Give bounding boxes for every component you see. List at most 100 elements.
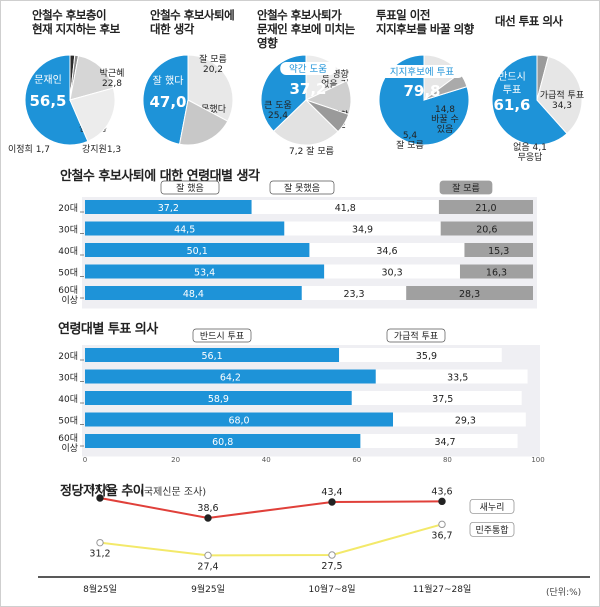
age-opinion-title: 안철수 후보사퇴에 대한 연령대별 생각 [60, 169, 260, 184]
x-category-label: 9월25일 [191, 583, 225, 595]
pie-big-value: 56,5 [29, 92, 66, 110]
pie-title-0: 안철수 후보층이 현재 지지하는 후보 [32, 8, 120, 36]
pie-slice-label: 잘 모름 20,2 [199, 53, 227, 75]
category-label: 30대 [58, 373, 78, 384]
legend-label: 잘 모름 [452, 182, 480, 194]
bar-value-label: 23,3 [343, 289, 364, 300]
series-point [328, 498, 336, 506]
legend-tag [439, 180, 493, 195]
bar-value-label: 64,2 [220, 373, 241, 384]
bar-segment [464, 243, 533, 257]
pie-slice [24, 54, 89, 146]
bar-value-label: 35,9 [416, 351, 437, 362]
pie-title-3: 투표일 이전 지지후보를 바꿀 의향 [376, 8, 474, 36]
bar-value-label: 34,6 [376, 246, 397, 257]
bar-segment [85, 434, 361, 448]
bar-segment [85, 348, 340, 362]
legend-label: 잘 못했음 [284, 182, 320, 194]
age-vote-title: 연령대별 투표 의사 [58, 322, 158, 337]
pie-title-2: 안철수 후보사퇴가 문재인 후보에 미치는 영향 [257, 8, 355, 50]
series-point [438, 520, 446, 529]
axis-tick-label: 100 [531, 456, 544, 464]
bar-value-label: 15,3 [488, 246, 509, 257]
point-value-label: 31,2 [89, 549, 110, 560]
bar-segment [438, 200, 533, 214]
bar-value-label: 30,3 [382, 268, 403, 279]
bar-value-label: 33,5 [447, 373, 468, 384]
unit-label: (단위:%) [546, 588, 582, 598]
party-trend-title: 정당지지율 추이 [60, 484, 145, 499]
legend-tag [192, 328, 252, 343]
point-value-label: 27,5 [321, 561, 342, 572]
bar-value-label: 34,7 [434, 437, 455, 448]
bar-value-label: 20,6 [476, 225, 497, 236]
bar-segment [375, 369, 528, 384]
pie-slice [178, 99, 229, 146]
series-point [96, 494, 104, 502]
axis-tick-label: 0 [83, 456, 87, 464]
legend-tag [269, 180, 335, 195]
bar-segment [284, 221, 441, 236]
series-name-label: 새누리 [480, 502, 505, 513]
pie-slice-label: 5,4 잘 모름 [396, 131, 424, 151]
bar-segment [85, 286, 302, 300]
point-value-label: 43,4 [321, 487, 342, 498]
series-name-box [469, 498, 515, 514]
series-line [99, 497, 443, 520]
point-value-label: 27,4 [197, 561, 218, 572]
series-name-box [469, 521, 515, 537]
pie-big-label: 잘 했다 [153, 74, 184, 87]
bar-value-label: 58,9 [208, 394, 229, 405]
pie-title-4: 대선 투표 의사 [495, 14, 563, 28]
bar-segment [360, 434, 518, 448]
category-label: 60대 이상 [58, 433, 78, 454]
pie-slice-label: 큰 도움 25,4 [264, 100, 292, 121]
pie-big-value: 61,6 [493, 96, 530, 114]
bar-value-label: 29,3 [455, 416, 476, 427]
bar-segment [85, 412, 394, 427]
bar-value-label: 37,5 [432, 394, 453, 405]
bar-segment [85, 200, 252, 214]
series-point [328, 551, 336, 559]
bar-segment [459, 264, 533, 279]
bar-segment [440, 221, 533, 236]
category-label: 20대 [58, 351, 78, 362]
legend-label: 잘 했음 [176, 182, 204, 194]
point-value-label: 36,7 [431, 530, 452, 541]
bar-value-label: 44,5 [174, 225, 195, 236]
pie-big-value: 47,0 [149, 93, 186, 111]
bar-segment [85, 369, 376, 384]
pie-big-label: 약간 도움 [289, 63, 327, 75]
pie-slice-label: 14,8 바꿀 수 있음 [431, 105, 459, 135]
category-label: 20대 [58, 203, 78, 214]
series-point [204, 514, 212, 522]
series-point [204, 551, 212, 560]
legend-tag [386, 328, 446, 343]
bar-segment [85, 243, 310, 257]
pie-slice [491, 54, 568, 146]
bar-segment [301, 286, 407, 300]
category-label: 50대 [58, 268, 78, 279]
pie-big-label: 지지후보에 투표 [390, 67, 454, 78]
pie-slice-label: 7,2 잘 모름 [289, 145, 334, 157]
pie-slice [142, 54, 189, 145]
pie-slice-label: 박근혜 22,8 [100, 67, 125, 89]
x-category-label: 8월25일 [83, 583, 117, 595]
bar-segment [393, 412, 526, 427]
bar-segment [85, 264, 325, 279]
bar-segment [339, 348, 502, 362]
pie-slice [69, 87, 116, 142]
pie-big-label: 반드시 투표 [498, 71, 526, 96]
bar-value-label: 68,0 [228, 416, 249, 427]
bar-segment [406, 286, 533, 300]
legend-label: 가급적 투표 [394, 330, 438, 342]
axis-tick-label: 20 [171, 456, 180, 464]
bar-value-label: 48,4 [183, 289, 204, 300]
axis-tick-label: 80 [443, 456, 452, 464]
bar-segment [324, 264, 460, 279]
pie-slice [69, 55, 114, 101]
pie-slice [187, 54, 234, 122]
